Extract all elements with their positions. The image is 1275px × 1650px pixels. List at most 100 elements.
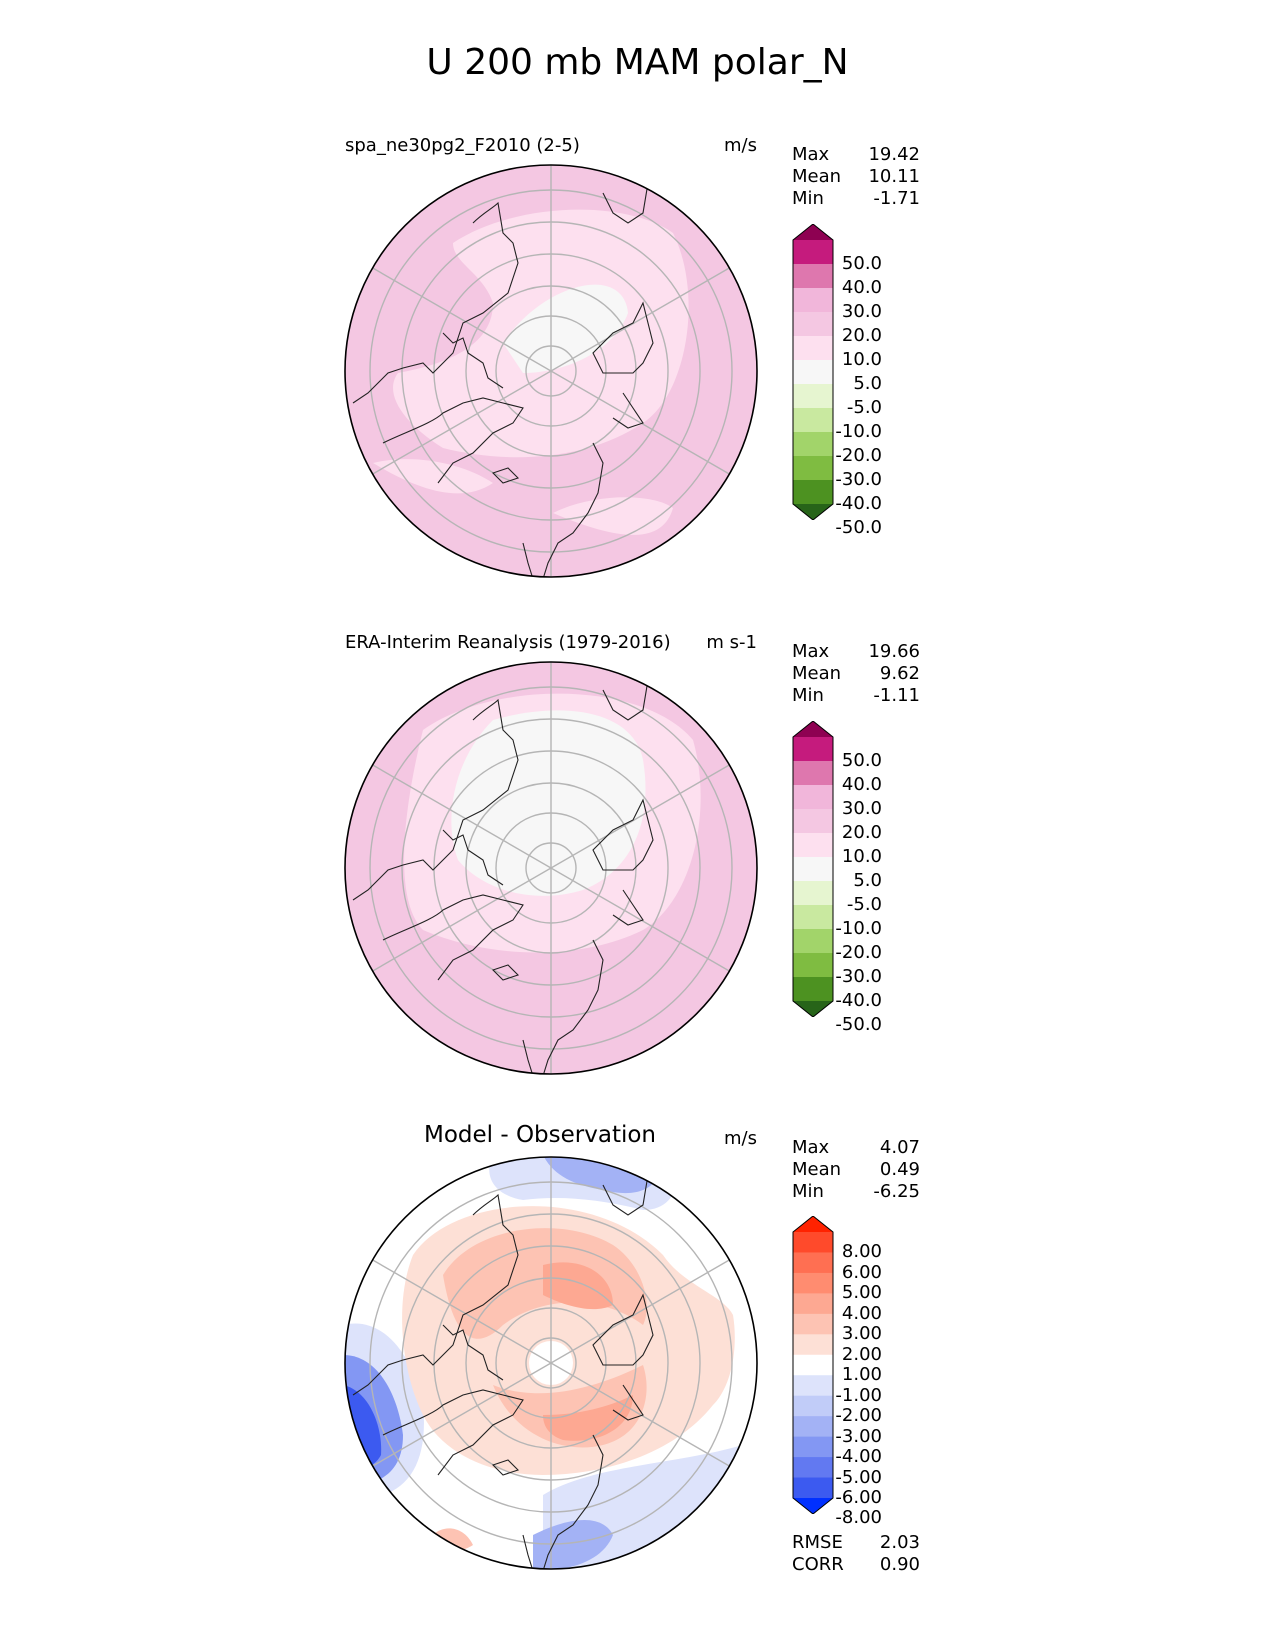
- colorbar-tick-label: 4.00: [841, 1302, 882, 1324]
- stat-label: Max: [792, 641, 830, 662]
- colorbar-tick-label: -5.0: [846, 894, 882, 915]
- colorbar-swatch: [793, 977, 833, 1002]
- colorbar-tick-label: 5.0: [853, 870, 882, 891]
- colorbar-tick-label: -5.0: [846, 397, 882, 418]
- field-pos-4-5: [543, 1395, 633, 1441]
- colorbar-tick-label: -50.0: [835, 517, 882, 538]
- panel-3-colorbar: [792, 1216, 834, 1514]
- colorbar-tick-label: 5.00: [841, 1282, 882, 1304]
- stat-label: CORR: [792, 1554, 844, 1575]
- coastlines: [352, 182, 654, 577]
- colorbar-extend-top: [793, 1216, 833, 1232]
- colorbar-swatch: [793, 384, 833, 409]
- colorbar-swatch: [793, 1436, 833, 1458]
- colorbar-tick-label: 10.0: [841, 846, 882, 867]
- colorbar-tick-label: 20.0: [841, 822, 882, 843]
- stat-value: 19.42: [868, 144, 920, 165]
- colorbar-swatch: [793, 833, 833, 858]
- stat-label: Min: [792, 685, 824, 706]
- stat-value: 10.11: [868, 166, 920, 187]
- colorbar-swatch: [793, 288, 833, 313]
- colorbar-swatch: [793, 1272, 833, 1294]
- colorbar-swatch: [793, 1354, 833, 1376]
- panel-1-title: spa_ne30pg2_F2010 (2-5): [345, 135, 580, 156]
- panel-2-title: ERA-Interim Reanalysis (1979-2016): [345, 632, 671, 653]
- field-neg-2-3: [533, 1520, 613, 1569]
- colorbar-tick-label: -40.0: [835, 990, 882, 1011]
- panel-1-units: m/s: [724, 135, 757, 156]
- colorbar-swatch: [793, 857, 833, 882]
- colorbar-tick-label: 6.00: [841, 1261, 882, 1283]
- stat-value: 19.66: [868, 641, 920, 662]
- panel-3-title: Model - Observation: [423, 1122, 657, 1148]
- colorbar-swatch: [793, 1416, 833, 1438]
- colorbar-tick-label: -2.00: [835, 1405, 882, 1427]
- colorbar-swatch: [793, 360, 833, 385]
- colorbar-tick-label: -10.0: [835, 918, 882, 939]
- colorbar-tick-label: -20.0: [835, 942, 882, 963]
- colorbar-swatch: [793, 1477, 833, 1499]
- colorbar-tick-label: -6.00: [835, 1487, 882, 1508]
- coastlines: [352, 679, 654, 1074]
- colorbar-extend-bottom: [793, 1001, 833, 1017]
- colorbar-swatch: [793, 240, 833, 265]
- colorbar-outline: [792, 1216, 834, 1514]
- colorbar-tick-label: 40.0: [841, 277, 882, 298]
- colorbar-extend-bottom: [793, 504, 833, 520]
- colorbar-tick-label: 2.00: [841, 1343, 882, 1365]
- stat-label: Mean: [792, 166, 842, 187]
- field-band-5-10: [553, 497, 673, 535]
- colorbar-swatch: [793, 264, 833, 289]
- graticule: [369, 662, 733, 1074]
- colorbar-tick-label: 5.0: [853, 373, 882, 394]
- field-band-near-zero: [451, 710, 646, 896]
- stat-value: 0.49: [879, 1159, 920, 1180]
- colorbar-tick-label: -10.0: [835, 421, 882, 442]
- colorbar-outline: [792, 224, 834, 520]
- stat-label: RMSE: [792, 1532, 843, 1553]
- field-band-5-10: [373, 459, 493, 494]
- colorbar-tick-label: -30.0: [835, 469, 882, 490]
- colorbar-swatch: [793, 953, 833, 978]
- colorbar-tick-label: 30.0: [841, 798, 882, 819]
- colorbar-outline: [792, 721, 834, 1017]
- figure-title: U 200 mb MAM polar_N: [426, 42, 849, 83]
- colorbar-tick-label: -3.00: [835, 1425, 882, 1447]
- colorbar-tick-label: 30.0: [841, 301, 882, 322]
- colorbar-swatch: [793, 1395, 833, 1417]
- colorbar-tick-label: -50.0: [835, 1014, 882, 1035]
- colorbar-tick-label: -30.0: [835, 966, 882, 987]
- stat-value: 2.03: [879, 1532, 920, 1553]
- colorbar-swatch: [793, 1313, 833, 1335]
- colorbar-swatch: [793, 1293, 833, 1315]
- colorbar-swatch: [793, 761, 833, 786]
- panel-3-units: m/s: [724, 1128, 757, 1149]
- colorbar-tick-label: 1.00: [841, 1364, 882, 1386]
- panel-3-map: [344, 1156, 758, 1570]
- panel-1-colorbar: [792, 224, 834, 520]
- panel-2-stats: Max 19.66 Mean 9.62 Min -1.11: [792, 641, 920, 707]
- colorbar-extend-top: [793, 721, 833, 737]
- colorbar-swatch: [793, 929, 833, 954]
- stat-value: 9.62: [879, 663, 920, 684]
- colorbar-swatch: [793, 809, 833, 834]
- colorbar-tick-label: -20.0: [835, 445, 882, 466]
- colorbar-swatch: [793, 1334, 833, 1356]
- stat-value: -1.11: [873, 685, 920, 706]
- colorbar-tick-label: 50.0: [841, 750, 882, 771]
- colorbar-swatch: [793, 1232, 833, 1253]
- colorbar-tick-label: -40.0: [835, 493, 882, 514]
- colorbar-tick-label: -5.00: [835, 1466, 882, 1488]
- stat-value: 4.07: [879, 1137, 920, 1158]
- panel-2-units: m s-1: [706, 632, 757, 653]
- stat-label: Max: [792, 144, 830, 165]
- colorbar-extend-bottom: [793, 1498, 833, 1514]
- colorbar-swatch: [793, 905, 833, 930]
- colorbar-swatch: [793, 432, 833, 457]
- stat-value: -6.25: [873, 1181, 920, 1202]
- stat-value: 0.90: [879, 1554, 920, 1575]
- stat-label: Min: [792, 1181, 824, 1202]
- colorbar-swatch: [793, 881, 833, 906]
- colorbar-tick-label: 20.0: [841, 325, 882, 346]
- coastlines: [352, 1174, 654, 1569]
